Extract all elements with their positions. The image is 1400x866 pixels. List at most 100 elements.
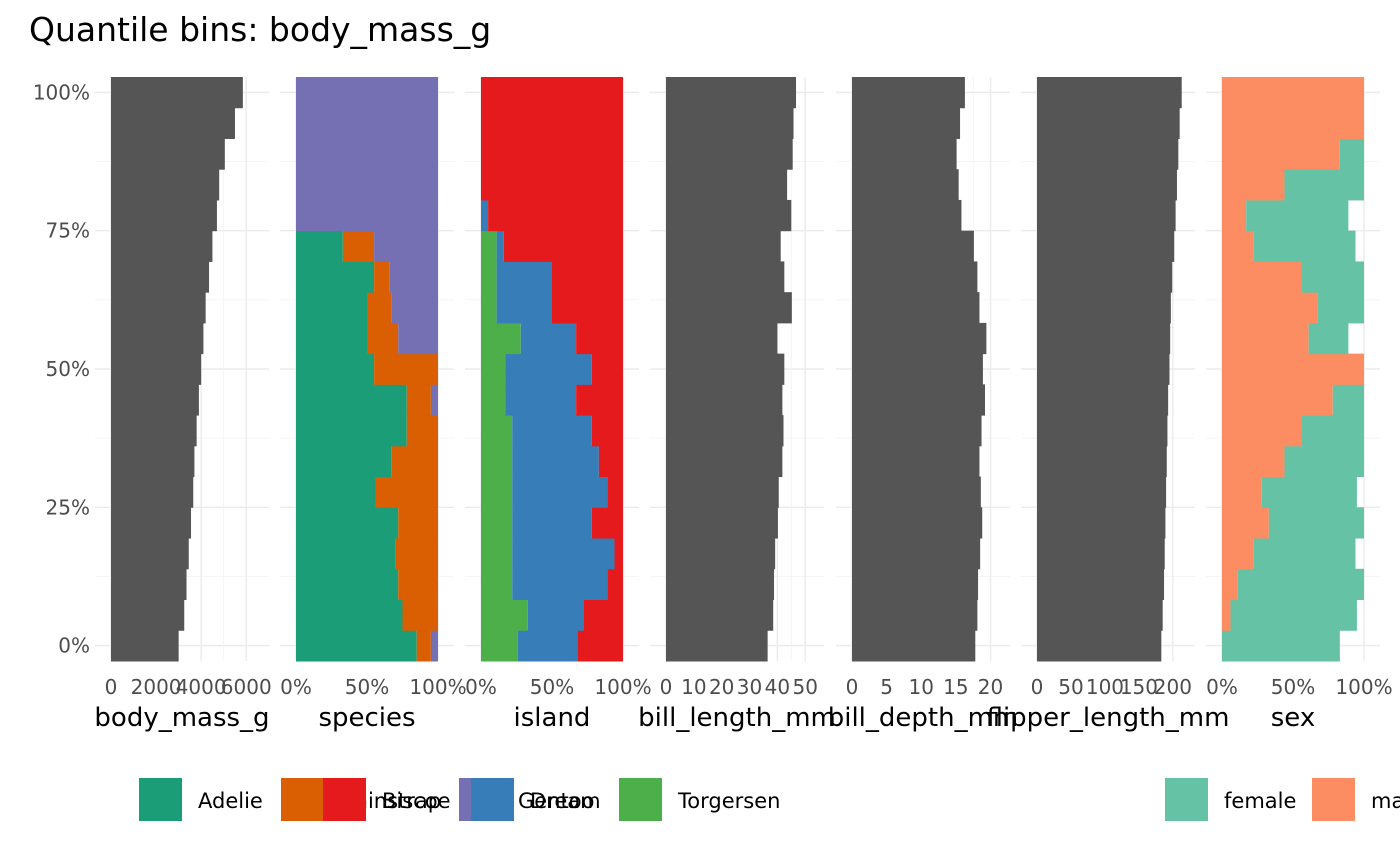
bar-island-dream xyxy=(512,476,608,508)
bar-species-gentoo xyxy=(430,630,438,662)
x-tick-label-bill_depth_mm: 10 xyxy=(909,675,934,699)
bar-body_mass_g xyxy=(111,599,185,631)
bar-island-dream xyxy=(505,384,577,416)
bar-bill_length_mm xyxy=(666,630,768,662)
bar-species-adelie xyxy=(296,599,403,631)
bar-bill_length_mm xyxy=(666,599,774,631)
legend-label-dream: Dream xyxy=(530,789,601,813)
bar-body_mass_g xyxy=(111,415,197,447)
bar-sex-female xyxy=(1268,507,1364,539)
bar-island-torgersen xyxy=(481,353,506,385)
y-tick-label: 0% xyxy=(58,634,90,658)
x-tick-label-bill_depth_mm: 5 xyxy=(880,675,893,699)
bars-layer xyxy=(111,77,1364,662)
bar-sex-male xyxy=(1222,476,1262,508)
x-tick-label-body_mass_g: 6000 xyxy=(221,675,272,699)
bar-species-adelie xyxy=(296,292,367,324)
bar-island-torgersen xyxy=(481,538,513,570)
bar-species-gentoo xyxy=(296,169,438,201)
bar-body_mass_g xyxy=(111,538,189,570)
bar-sex-male xyxy=(1222,445,1285,478)
bar-body_mass_g xyxy=(111,77,243,109)
legend-key-biscoe xyxy=(323,778,366,821)
bar-bill_depth_mm xyxy=(852,107,961,139)
bar-sex-female xyxy=(1230,599,1357,631)
bar-island-dream xyxy=(496,261,552,293)
legend-key-torgersen xyxy=(619,778,662,821)
x-tick-label-bill_length_mm: 50 xyxy=(792,675,817,699)
bar-sex-female xyxy=(1339,138,1364,170)
bar-species-chinstrap xyxy=(406,415,438,447)
bar-species-chinstrap xyxy=(374,261,390,293)
bar-island-biscoe xyxy=(552,261,623,293)
bar-body_mass_g xyxy=(111,445,195,478)
x-tick-label-body_mass_g: 0 xyxy=(105,675,118,699)
bar-island-dream xyxy=(512,507,592,539)
bar-bill_depth_mm xyxy=(852,445,980,478)
bar-bill_length_mm xyxy=(666,107,794,139)
bar-body_mass_g xyxy=(111,292,206,324)
bar-species-adelie xyxy=(296,630,417,662)
bar-island-biscoe xyxy=(614,538,623,570)
bar-species-adelie xyxy=(296,230,343,262)
bar-body_mass_g xyxy=(111,199,217,232)
x-tick-label-island: 100% xyxy=(594,675,651,699)
bar-bill_length_mm xyxy=(666,169,788,201)
bar-bill_depth_mm xyxy=(852,322,987,355)
x-tick-label-flipper_length_mm: 0 xyxy=(1031,675,1044,699)
bar-species-gentoo xyxy=(296,138,438,170)
x-tick-label-bill_length_mm: 10 xyxy=(681,675,706,699)
bar-bill_length_mm xyxy=(666,384,783,416)
legend-key-adelie xyxy=(139,778,182,821)
bar-bill_depth_mm xyxy=(852,568,979,601)
bar-island-biscoe xyxy=(591,353,623,385)
bar-sex-male xyxy=(1222,415,1302,447)
bar-island-dream xyxy=(517,630,578,662)
bar-flipper_length_mm xyxy=(1037,261,1173,293)
bar-sex-male xyxy=(1222,138,1340,170)
bar-island-dream xyxy=(512,415,592,447)
x-tick-label-species: 100% xyxy=(409,675,466,699)
bar-sex-female xyxy=(1261,476,1357,508)
bar-sex-female xyxy=(1237,568,1364,601)
bar-sex-female xyxy=(1253,538,1356,570)
legend-key-male xyxy=(1312,778,1355,821)
bar-island-torgersen xyxy=(481,261,497,293)
bar-bill_length_mm xyxy=(666,292,792,324)
bar-bill_depth_mm xyxy=(852,77,965,109)
bar-body_mass_g xyxy=(111,230,213,262)
bar-island-biscoe xyxy=(607,568,623,601)
bar-sex-male xyxy=(1222,169,1285,201)
bar-sex-female xyxy=(1301,415,1364,447)
bar-species-chinstrap xyxy=(367,322,399,355)
bar-body_mass_g xyxy=(111,353,202,385)
bar-bill_depth_mm xyxy=(852,630,976,662)
bar-flipper_length_mm xyxy=(1037,599,1163,631)
bar-bill_depth_mm xyxy=(852,415,982,447)
bar-island-biscoe xyxy=(488,199,623,232)
bar-bill_length_mm xyxy=(666,538,776,570)
bar-body_mass_g xyxy=(111,476,194,508)
bar-island-torgersen xyxy=(481,599,528,631)
legend-label-gentoo: Gentoo xyxy=(518,789,594,813)
bar-island-biscoe xyxy=(607,476,623,508)
y-tick-label: 50% xyxy=(46,357,90,381)
y-tick-label: 100% xyxy=(33,80,90,104)
bar-species-adelie xyxy=(296,507,399,539)
bar-flipper_length_mm xyxy=(1037,445,1167,478)
bar-bill_length_mm xyxy=(666,353,785,385)
bar-island-dream xyxy=(527,599,584,631)
bar-island-biscoe xyxy=(503,230,623,262)
x-tick-label-bill_length_mm: 30 xyxy=(737,675,762,699)
bar-body_mass_g xyxy=(111,107,235,139)
bar-island-torgersen xyxy=(481,384,506,416)
bar-body_mass_g xyxy=(111,261,210,293)
legend-label-adelie: Adelie xyxy=(198,789,263,813)
axis-title-flipper_length_mm: flipper_length_mm xyxy=(987,703,1230,733)
bar-sex-male xyxy=(1222,292,1318,324)
bar-body_mass_g xyxy=(111,630,179,662)
x-tick-label-sex: 100% xyxy=(1335,675,1392,699)
bar-species-gentoo xyxy=(296,199,438,232)
bar-species-adelie xyxy=(296,415,407,447)
